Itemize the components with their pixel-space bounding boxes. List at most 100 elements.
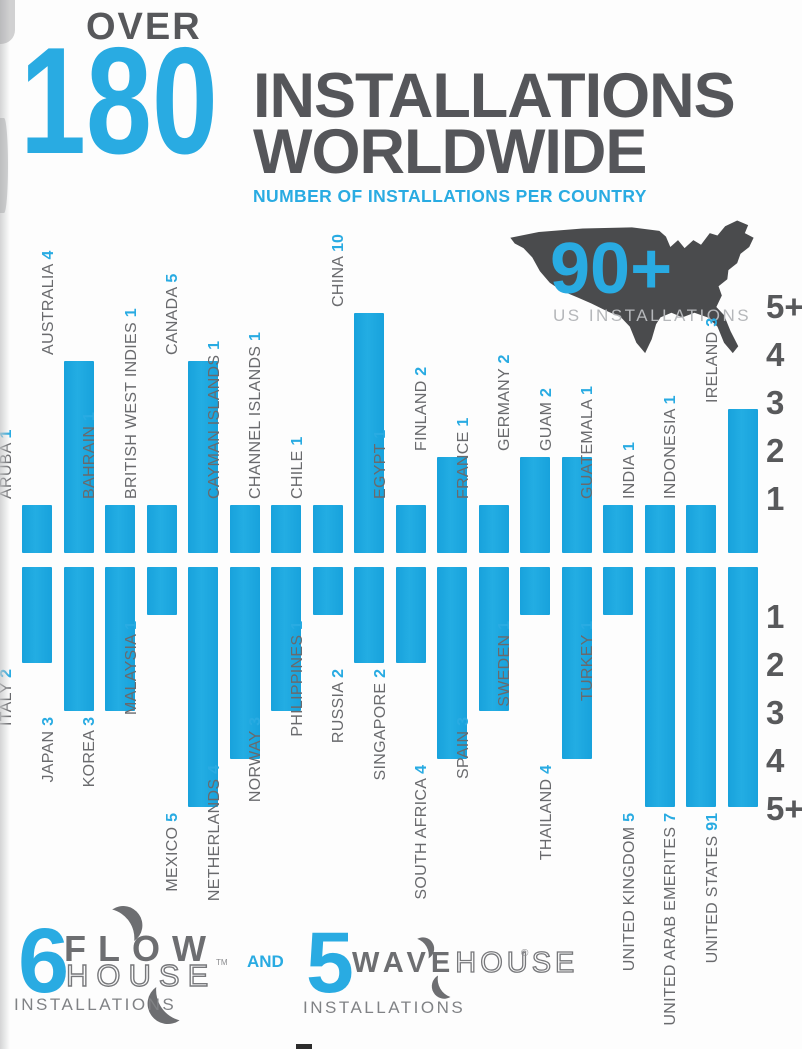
- bar-south-africa: [437, 567, 467, 759]
- label-france: FRANCE 1: [449, 179, 479, 499]
- country-name: INDIA: [620, 450, 638, 499]
- header-over-text: OVER: [86, 6, 202, 48]
- bar-spain: [478, 567, 509, 711]
- bar-canada: [188, 361, 218, 553]
- country-value: 1: [205, 340, 223, 350]
- axis-tick-bottom-4: 4: [766, 742, 785, 779]
- country-name: UNITED STATES: [703, 830, 721, 964]
- us-map-icon: [510, 220, 754, 354]
- country-name: GUATEMALA: [579, 394, 596, 499]
- bar-sweden: [520, 567, 550, 615]
- country-value: 1: [371, 429, 389, 439]
- bar-netherlands: [229, 567, 260, 759]
- bar-british-west-indies: [146, 505, 177, 553]
- country-value: 1: [662, 395, 679, 405]
- country-value: 2: [496, 354, 513, 364]
- country-name: SPAIN: [454, 725, 472, 779]
- country-value: 5: [164, 273, 181, 283]
- country-name: SWEDEN: [496, 629, 513, 707]
- bar-japan: [63, 567, 94, 711]
- bar-russia: [354, 567, 384, 663]
- label-spain: SPAIN 3: [449, 717, 479, 1037]
- country-name: CHANNEL ISLANDS: [247, 340, 264, 499]
- country-name: NETHERLANDS: [205, 773, 223, 902]
- label-finland: FINLAND 2: [407, 131, 437, 451]
- axis-tick-bottom-3: 3: [766, 694, 785, 731]
- country-value: 2: [413, 366, 430, 376]
- country-value: 1: [122, 308, 140, 318]
- country-name: INDONESIA: [662, 404, 679, 499]
- country-value: 2: [537, 388, 555, 398]
- bar-germany: [520, 457, 550, 553]
- label-japan: JAPAN 3: [34, 717, 64, 1037]
- label-ireland: IRELAND 3: [698, 83, 728, 403]
- country-name: SINGAPORE: [371, 677, 389, 781]
- header-title-line1: INSTALLATIONS: [253, 61, 736, 131]
- country-value: 1: [81, 412, 98, 422]
- country-value: 3: [39, 717, 57, 726]
- axis-tick-bottom-2: 2: [766, 646, 785, 683]
- bar-italy: [22, 567, 52, 663]
- label-guatemala: GUATEMALA 1: [573, 179, 603, 499]
- country-value: 1: [579, 386, 596, 395]
- flowhouse-wave-top-icon: [112, 906, 143, 942]
- bar-channel-islands: [271, 505, 301, 553]
- bar-singapore: [395, 567, 426, 663]
- country-name: PHILIPPINES: [288, 629, 306, 737]
- country-value: 1: [288, 621, 306, 630]
- country-value: 1: [579, 621, 596, 630]
- label-bahrain: BAHRAIN 1: [75, 179, 105, 499]
- country-name: AUSTRALIA: [39, 259, 57, 355]
- label-chile: CHILE 1: [283, 179, 313, 499]
- country-name: SOUTH AFRICA: [413, 773, 430, 900]
- label-united-arab-emerites: UNITED ARAB EMERITES 7: [656, 813, 686, 1049]
- label-australia: AUSTRALIA 4: [34, 35, 64, 355]
- flowhouse-count: 6: [18, 910, 70, 1012]
- country-value: 3: [247, 717, 264, 726]
- flowhouse-trademark: TM: [216, 958, 228, 967]
- bar-philippines: [312, 567, 343, 615]
- label-indonesia: INDONESIA 1: [656, 179, 686, 499]
- label-china: CHINA 10: [324, 0, 354, 307]
- country-name: UNITED KINGDOM: [620, 821, 638, 972]
- country-name: CAYMAN ISLANDS: [205, 349, 223, 499]
- label-malaysia: MALAYSIA 1: [117, 621, 147, 941]
- axis-tick-top-3: 3: [766, 384, 785, 421]
- axis-tick-top-4: 4: [766, 336, 785, 373]
- bar-malaysia: [146, 567, 177, 615]
- country-name: GERMANY: [496, 363, 513, 451]
- bar-turkey: [603, 567, 633, 615]
- country-value: 2: [371, 669, 389, 678]
- country-name: RUSSIA: [330, 677, 347, 744]
- bar-ireland: [727, 409, 758, 553]
- country-value: 4: [413, 765, 430, 774]
- bar-united-arab-emerites: [686, 567, 716, 807]
- bar-united-kingdom: [644, 567, 675, 807]
- label-canada: CANADA 5: [158, 35, 188, 355]
- label-united-kingdom: UNITED KINGDOM 5: [615, 813, 645, 1049]
- label-guam: GUAM 2: [532, 131, 562, 451]
- label-norway: NORWAY 3: [241, 717, 271, 1037]
- flowhouse-installations-label: INSTALLATIONS: [14, 995, 177, 1014]
- bar-cayman-islands: [229, 505, 260, 553]
- country-name: THAILAND: [537, 773, 555, 861]
- flowhouse-brand-top: FLOW: [64, 928, 218, 969]
- axis-tick-bottom-1: 1: [766, 598, 785, 635]
- label-germany: GERMANY 2: [490, 131, 520, 451]
- label-channel-islands: CHANNEL ISLANDS 1: [241, 179, 271, 499]
- label-sweden: SWEDEN 1: [490, 621, 520, 941]
- country-value: 1: [288, 436, 306, 446]
- wavehouse-count: 5: [306, 915, 354, 1011]
- bar-bahrain: [105, 505, 135, 553]
- label-united-states: UNITED STATES 91: [698, 813, 728, 1049]
- country-name: CHINA: [330, 251, 347, 307]
- country-name: NORWAY: [247, 725, 264, 803]
- scan-bottom-mark: [296, 1044, 312, 1049]
- scan-edge-shadow: [0, 0, 10, 1049]
- label-russia: RUSSIA 2: [324, 669, 354, 989]
- label-india: INDIA 1: [615, 179, 645, 499]
- country-name: CHILE: [288, 445, 306, 499]
- bar-guatemala: [603, 505, 633, 553]
